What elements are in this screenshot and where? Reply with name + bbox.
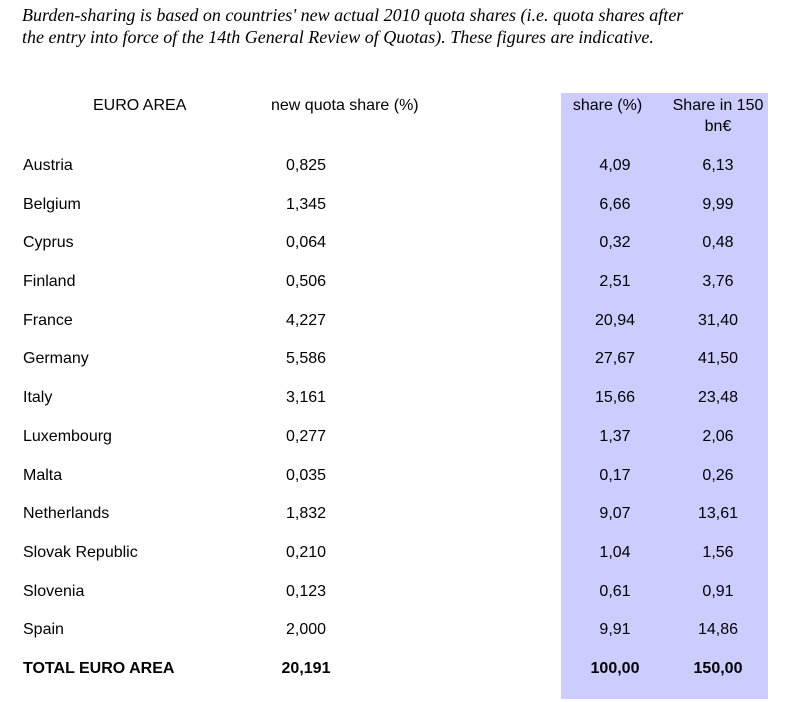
header-share-150bn: Share in 150 bn€	[672, 97, 764, 135]
share-150bn-value: 0,48	[702, 234, 734, 252]
share-percent-value: 1,04	[599, 543, 631, 561]
share-150bn-value: 150,00	[693, 659, 743, 677]
table-row: Belgium 1,345 6,66 9,99	[0, 187, 785, 226]
quota-share-value: 0,123	[285, 582, 327, 600]
share-150bn-value: 23,48	[697, 389, 739, 407]
table-row: Netherlands 1,832 9,07 13,61	[0, 496, 785, 535]
header-euro-area: EURO AREA	[93, 97, 187, 114]
quota-share-value: 2,000	[285, 621, 327, 639]
share-percent-value: 0,32	[599, 234, 631, 252]
table-row: Finland 0,506 2,51 3,76	[0, 264, 785, 303]
country-name: Luxembourg	[23, 427, 112, 445]
table-row: France 4,227 20,94 31,40	[0, 303, 785, 342]
table-row: Slovak Republic 0,210 1,04 1,56	[0, 535, 785, 574]
quota-share-value: 0,210	[285, 543, 327, 561]
share-150bn-value: 6,13	[702, 157, 734, 174]
country-name: Spain	[23, 621, 64, 639]
country-name: Italy	[23, 389, 53, 407]
table-row: Spain 2,000 9,91 14,86	[0, 612, 785, 651]
country-name: Slovak Republic	[23, 543, 138, 561]
country-name: Germany	[23, 350, 89, 368]
quota-share-value: 4,227	[285, 311, 327, 329]
highlighted-columns-background	[561, 93, 768, 699]
share-150bn-value: 2,06	[702, 427, 734, 445]
country-name: Malta	[23, 466, 63, 484]
share-percent-value: 27,67	[594, 350, 636, 368]
intro-line-2: the entry into force of the 14th General…	[22, 27, 654, 47]
country-name: Finland	[23, 273, 76, 291]
country-name: Austria	[23, 157, 73, 174]
intro-line-1: Burden-sharing is based on countries' ne…	[22, 5, 684, 25]
share-percent-value: 4,09	[599, 157, 631, 174]
share-percent-value: 6,66	[599, 195, 631, 213]
country-name: France	[23, 311, 73, 329]
share-percent-value: 100,00	[590, 659, 640, 677]
header-new-quota-share: new quota share (%)	[271, 97, 419, 114]
share-percent-value: 9,91	[599, 621, 631, 639]
quota-share-value: 1,832	[285, 505, 327, 523]
share-150bn-value: 9,99	[702, 195, 734, 213]
country-name: TOTAL EURO AREA	[23, 659, 175, 677]
share-150bn-value: 31,40	[697, 311, 739, 329]
quota-share-value: 0,506	[285, 273, 327, 291]
share-150bn-value: 14,86	[697, 621, 739, 639]
quota-share-value: 1,345	[285, 195, 327, 213]
table-row: Luxembourg 0,277 1,37 2,06	[0, 419, 785, 458]
table-row: Malta 0,035 0,17 0,26	[0, 458, 785, 497]
header-share-percent: share (%)	[572, 97, 643, 114]
table-row: Cyprus 0,064 0,32 0,48	[0, 225, 785, 264]
share-percent-value: 15,66	[594, 389, 636, 407]
quota-table-body: Austria 0,825 4,09 6,13 Belgium 1,345 6,66 9,99…	[0, 148, 785, 690]
table-row: Germany 5,586 27,67 41,50	[0, 341, 785, 380]
quota-share-value: 5,586	[285, 350, 327, 368]
quota-share-value: 0,825	[285, 157, 327, 174]
quota-share-value: 0,064	[285, 234, 327, 252]
share-percent-value: 0,61	[599, 582, 631, 600]
country-name: Belgium	[23, 195, 81, 213]
intro-text: Burden-sharing is based on countries' ne…	[22, 4, 782, 48]
country-name: Netherlands	[23, 505, 110, 523]
share-150bn-value: 13,61	[697, 505, 739, 523]
table-total-row: TOTAL EURO AREA 20,191 100,00 150,00	[0, 651, 785, 690]
country-name: Cyprus	[23, 234, 74, 252]
share-150bn-value: 3,76	[702, 273, 734, 291]
share-150bn-value: 0,91	[702, 582, 734, 600]
share-percent-value: 0,17	[599, 466, 631, 484]
share-150bn-value: 1,56	[702, 543, 734, 561]
share-percent-value: 20,94	[594, 311, 636, 329]
quota-share-value: 0,035	[285, 466, 327, 484]
share-150bn-value: 0,26	[702, 466, 734, 484]
table-row: Italy 3,161 15,66 23,48	[0, 380, 785, 419]
share-percent-value: 1,37	[599, 427, 631, 445]
quota-share-value: 20,191	[281, 659, 331, 677]
table-row: Slovenia 0,123 0,61 0,91	[0, 574, 785, 613]
country-name: Slovenia	[23, 582, 85, 600]
quota-share-value: 3,161	[285, 389, 327, 407]
share-percent-value: 9,07	[599, 505, 631, 523]
table-row: Austria 0,825 4,09 6,13	[0, 148, 785, 187]
share-percent-value: 2,51	[599, 273, 631, 291]
share-150bn-value: 41,50	[697, 350, 739, 368]
quota-share-value: 0,277	[285, 427, 327, 445]
